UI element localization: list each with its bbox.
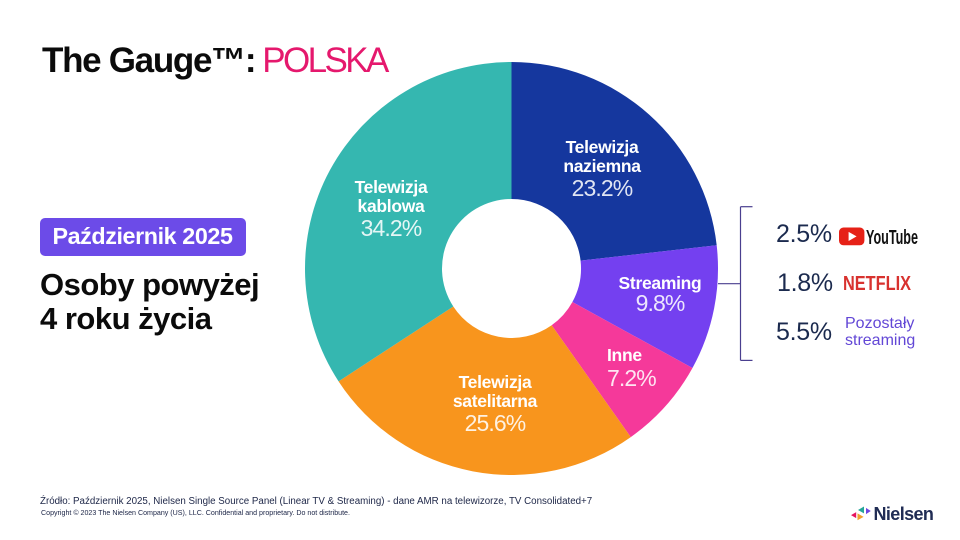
svg-text:YouTube: YouTube — [866, 227, 918, 249]
svg-text:NETFLIX: NETFLIX — [843, 272, 911, 295]
